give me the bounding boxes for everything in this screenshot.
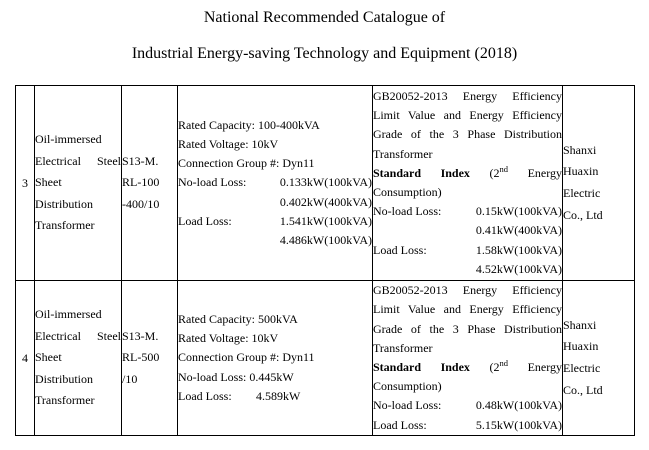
standard-load-loss-value-2: 4.52kW(100kVA) xyxy=(475,261,562,276)
company-line: Electric xyxy=(563,186,601,200)
spec-no-load-loss-value-2: 0.402kW(400kVA) xyxy=(279,194,372,209)
spec-connection-group: Connection Group #: Dyn11 xyxy=(178,156,315,171)
spec-load-loss-label: Load Loss: xyxy=(178,388,232,403)
table-row-entry-3: 3 Oil-immersed Electrical Steel Sheet Di… xyxy=(15,85,635,281)
model-line: -400/10 xyxy=(122,196,160,211)
product-name: Oil-immersed Electrical Steel Sheet Dist… xyxy=(35,307,121,408)
row-index: 3 xyxy=(22,175,28,190)
table-row-entry-4: 4 Oil-immersed Electrical Steel Sheet Di… xyxy=(15,280,635,436)
product-name-cell: Oil-immersed Electrical Steel Sheet Dist… xyxy=(34,85,122,281)
standard-no-load-loss-value: 0.48kW(100kVA) xyxy=(475,398,562,413)
standard-cell: GB20052-2013 Energy Efficiency Limit Val… xyxy=(372,280,563,436)
standard-index-superscript: nd xyxy=(499,358,509,368)
company-cell: Shanxi Huaxin Electric Co., Ltd xyxy=(562,85,635,281)
standard-reference: GB20052-2013 Energy Efficiency Limit Val… xyxy=(373,283,562,355)
spec-load-loss-line: Load Loss: 4.589kW xyxy=(178,387,372,406)
page-title-line-1: National Recommended Catalogue of xyxy=(203,9,446,26)
model-cell: S13-M. RL-500 /10 xyxy=(121,280,178,436)
standard-index-post: Energy Consumption) xyxy=(373,165,562,199)
spec-load-loss-label: Load Loss: xyxy=(178,213,232,228)
model-line: S13-M. xyxy=(122,153,159,168)
standard-reference: GB20052-2013 Energy Efficiency Limit Val… xyxy=(373,88,562,161)
standard-no-load-loss-line: No-load Loss: 0.48kW(100kVA) xyxy=(373,396,562,415)
spec-connection-group: Connection Group #: Dyn11 xyxy=(178,350,315,365)
standard-load-loss-line: Load Loss: 5.15kW(100kVA) xyxy=(373,416,562,435)
company-line: Shanxi xyxy=(563,317,597,332)
company-line: Co., Ltd xyxy=(563,207,603,222)
page-title-line-2: Industrial Energy-saving Technology and … xyxy=(131,45,518,62)
product-name: Oil-immersed Electrical Steel Sheet Dist… xyxy=(35,132,121,233)
product-name-cell: Oil-immersed Electrical Steel Sheet Dist… xyxy=(34,280,122,436)
model-cell: S13-M. RL-100 -400/10 xyxy=(121,85,178,281)
company-cell: Shanxi Huaxin Electric Co., Ltd xyxy=(562,280,635,436)
company-line: Shanxi xyxy=(563,142,597,157)
company-line: Huaxin xyxy=(563,339,599,354)
standard-load-loss-line: Load Loss: 1.58kW(100kVA) xyxy=(373,241,562,260)
standard-load-loss-value-1: 1.58kW(100kVA) xyxy=(475,242,562,257)
standard-cell: GB20052-2013 Energy Efficiency Limit Val… xyxy=(372,85,563,281)
standard-index-label: Standard Index xyxy=(373,360,470,374)
spec-rated-capacity: Rated Capacity: 100-400kVA xyxy=(178,117,320,132)
row-index-cell: 4 xyxy=(15,280,35,436)
standard-load-loss-value: 5.15kW(100kVA) xyxy=(475,417,562,432)
standard-load-loss-label: Load Loss: xyxy=(373,417,427,432)
row-index-cell: 3 xyxy=(15,85,35,281)
row-index: 4 xyxy=(22,350,28,365)
standard-index-superscript: nd xyxy=(499,163,509,174)
standard-no-load-loss-line: No-load Loss: 0.15kW(100kVA) xyxy=(373,202,562,221)
model-line: S13-M. xyxy=(122,328,159,343)
standard-index-pre: (2 xyxy=(489,165,500,180)
model-line: RL-500 xyxy=(122,350,160,365)
specs-cell: Rated Capacity: 100-400kVA Rated Voltage… xyxy=(177,85,373,281)
spec-load-loss-value: 4.589kW xyxy=(256,388,301,403)
standard-index-label: Standard Index xyxy=(373,165,470,180)
spec-no-load-loss-line: No-load Loss: 0.445kW xyxy=(178,369,294,384)
catalogue-table: 3 Oil-immersed Electrical Steel Sheet Di… xyxy=(15,85,635,436)
standard-no-load-loss-value-1: 0.15kW(100kVA) xyxy=(475,204,562,219)
company-line: Huaxin xyxy=(563,164,599,179)
model-line: RL-100 xyxy=(122,175,160,190)
standard-no-load-loss-label: No-load Loss: xyxy=(373,398,442,413)
spec-rated-capacity: Rated Capacity: 500kVA xyxy=(178,311,298,326)
spec-load-loss-line: Load Loss: 1.541kW(100kVA) xyxy=(178,212,372,231)
model-line: /10 xyxy=(122,371,138,386)
company-line: Electric xyxy=(563,361,601,375)
standard-index-pre: (2 xyxy=(489,360,500,374)
spec-load-loss-value-1: 1.541kW(100kVA) xyxy=(279,213,372,228)
standard-load-loss-label: Load Loss: xyxy=(373,242,427,257)
company-line: Co., Ltd xyxy=(563,382,603,397)
standard-index-line: Standard Index (2nd Energy Consumption) xyxy=(373,163,562,202)
specs-cell: Rated Capacity: 500kVA Rated Voltage: 10… xyxy=(177,280,373,436)
spec-load-loss-value-2: 4.486kW(100kVA) xyxy=(279,233,372,247)
standard-no-load-loss-value-2: 0.41kW(400kVA) xyxy=(475,223,562,238)
spec-no-load-loss-line: No-load Loss: 0.133kW(100kVA) xyxy=(178,173,372,192)
spec-no-load-loss-label: No-load Loss: xyxy=(178,175,247,190)
spec-rated-voltage: Rated Voltage: 10kV xyxy=(178,331,279,346)
spec-no-load-loss-value-1: 0.133kW(100kVA) xyxy=(279,175,372,190)
standard-index-line: Standard Index (2nd Energy Consumption) xyxy=(373,358,562,396)
spec-rated-voltage: Rated Voltage: 10kV xyxy=(178,136,279,151)
standard-no-load-loss-label: No-load Loss: xyxy=(373,204,442,219)
standard-index-post: Energy Consumption) xyxy=(373,360,562,394)
